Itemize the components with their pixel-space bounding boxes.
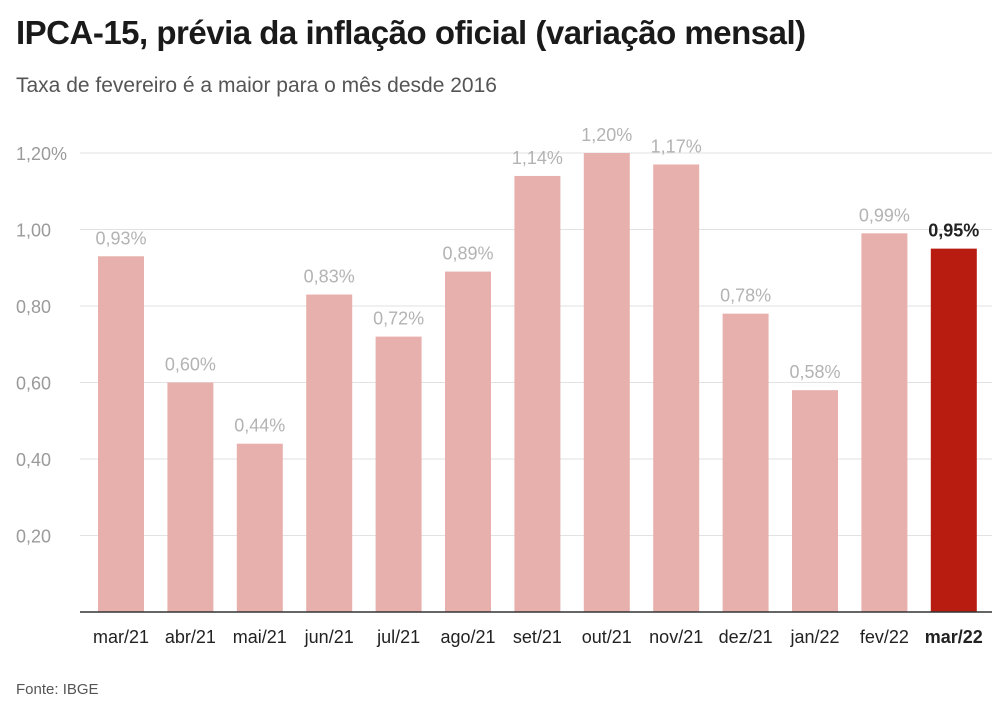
y-tick-label: 0,20 bbox=[16, 527, 51, 547]
chart-title: IPCA-15, prévia da inflação oficial (var… bbox=[16, 14, 806, 51]
x-tick-label: jan/22 bbox=[789, 627, 839, 647]
bar-jan-22 bbox=[792, 390, 838, 612]
y-axis-ticks: 0,20 0,40 0,60 0,80 1,00 1,20% bbox=[16, 144, 67, 547]
x-tick-label: mar/21 bbox=[93, 627, 149, 647]
bar-jul-21 bbox=[375, 336, 422, 612]
x-tick-label: jun/21 bbox=[304, 627, 354, 647]
bar-out-21 bbox=[583, 153, 630, 612]
data-label: 0,78% bbox=[720, 286, 771, 306]
data-label: 0,95% bbox=[928, 221, 979, 241]
x-tick-label: mar/22 bbox=[925, 627, 983, 647]
data-label: 0,58% bbox=[789, 362, 840, 382]
data-label: 1,20% bbox=[581, 125, 632, 145]
x-axis-labels: mar/21 abr/21 mai/21 jun/21 jul/21 ago/21 set/… bbox=[93, 627, 983, 647]
x-tick-label: abr/21 bbox=[165, 627, 216, 647]
data-labels: 0,93% 0,60% 0,44% 0,83% 0,72% 0,89% 1,14% 1,20%… bbox=[95, 125, 979, 436]
data-label: 1,14% bbox=[512, 148, 563, 168]
x-tick-label: out/21 bbox=[582, 627, 632, 647]
data-label: 0,89% bbox=[442, 244, 493, 264]
bar-fev-22 bbox=[861, 233, 908, 612]
y-tick-label: 0,60 bbox=[16, 374, 51, 394]
bars bbox=[98, 153, 977, 612]
x-tick-label: dez/21 bbox=[719, 627, 773, 647]
data-label: 0,72% bbox=[373, 309, 424, 329]
x-tick-label: fev/22 bbox=[860, 627, 909, 647]
data-label: 1,17% bbox=[651, 136, 702, 156]
chart-subtitle: Taxa de fevereiro é a maior para o mês d… bbox=[16, 74, 497, 97]
bar-mai-21 bbox=[236, 443, 283, 612]
y-tick-label: 1,00 bbox=[16, 221, 51, 241]
bar-mar-22 bbox=[930, 248, 977, 612]
source-note: Fonte: IBGE bbox=[16, 681, 99, 698]
y-tick-label: 0,80 bbox=[16, 297, 51, 317]
bar-set-21 bbox=[514, 175, 561, 612]
data-label: 0,99% bbox=[859, 205, 910, 225]
bar-nov-21 bbox=[653, 164, 700, 612]
data-label: 0,44% bbox=[234, 416, 285, 436]
bar-abr-21 bbox=[167, 382, 214, 612]
data-label: 0,93% bbox=[95, 228, 146, 248]
y-tick-label: 0,40 bbox=[16, 450, 51, 470]
x-tick-label: jul/21 bbox=[376, 627, 420, 647]
x-tick-label: set/21 bbox=[513, 627, 562, 647]
data-label: 0,60% bbox=[165, 355, 216, 375]
x-tick-label: mai/21 bbox=[233, 627, 287, 647]
y-tick-label: 1,20% bbox=[16, 144, 67, 164]
bar-ago-21 bbox=[445, 271, 491, 612]
bar-mar-21 bbox=[98, 256, 144, 612]
bar-jun-21 bbox=[306, 294, 353, 612]
x-tick-label: nov/21 bbox=[649, 627, 703, 647]
bar-dez-21 bbox=[722, 313, 769, 612]
data-label: 0,83% bbox=[304, 267, 355, 287]
x-tick-label: ago/21 bbox=[440, 627, 495, 647]
